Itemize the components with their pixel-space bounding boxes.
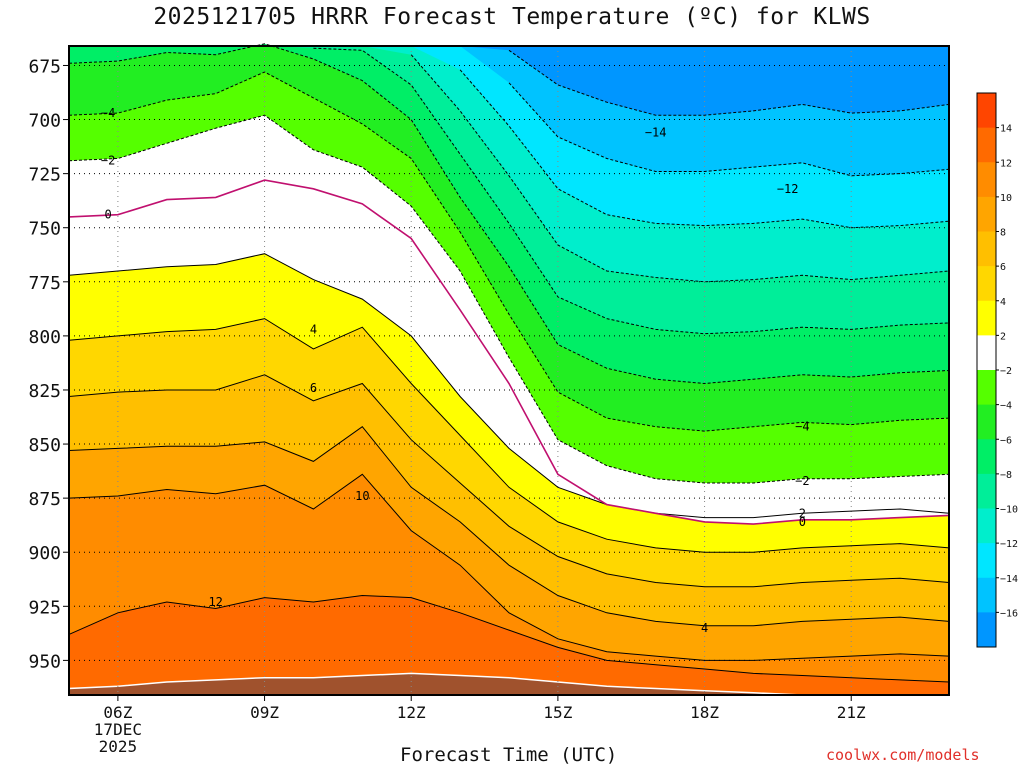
x-tick-label-15-0: 15Z xyxy=(543,703,572,722)
x-tick-label-18-0: 18Z xyxy=(690,703,719,722)
y-tick-label-925: 925 xyxy=(28,597,61,618)
colorbar: 14 12 10 8 6 4 2 −2 −4 −6 −8 −10 −12 −14 −16 xyxy=(976,92,1018,648)
colorbar-swatch-8 xyxy=(977,370,996,406)
y-tick-label-875: 875 xyxy=(28,489,61,510)
y-tick-label-825: 825 xyxy=(28,381,61,402)
contour-label-0: −14 xyxy=(645,126,667,140)
colorbar-swatch-12 xyxy=(977,508,996,544)
y-tick-label-750: 750 xyxy=(28,219,61,240)
axis-ticks-layer: 67570072575077580082585087590092595006Z1… xyxy=(28,56,866,756)
colorbar-swatch-4 xyxy=(977,231,996,267)
colorbar-swatch-13 xyxy=(977,543,996,579)
colorbar-label-5: 4 xyxy=(1000,297,1006,308)
colorbar-label-14: −16 xyxy=(1000,608,1018,619)
contour-label-9: −4 xyxy=(795,420,809,434)
contour-label-6: 6 xyxy=(310,381,317,395)
colorbar-swatch-3 xyxy=(977,196,996,232)
isotherm--10 xyxy=(410,54,950,283)
contour-label-5: 4 xyxy=(310,322,317,336)
y-tick-label-725: 725 xyxy=(28,165,61,186)
colorbar-label-12: −12 xyxy=(1000,539,1018,550)
isotherm--14 xyxy=(508,82,950,177)
y-tick-label-800: 800 xyxy=(28,327,61,348)
band-below--16 xyxy=(69,46,949,116)
contour-label-3: −2 xyxy=(101,154,115,168)
contour-label-11: 0 xyxy=(799,515,806,529)
contour-label-1: −12 xyxy=(777,182,799,196)
chart-title: 2025121705 HRRR Forecast Temperature (ºC… xyxy=(153,4,871,30)
colorbar-swatch-0 xyxy=(977,93,996,129)
isotherm--2 xyxy=(68,114,950,484)
colorbar-label-2: 10 xyxy=(1000,193,1012,204)
colorbar-label-6: 2 xyxy=(1000,331,1006,342)
colorbar-swatch-2 xyxy=(977,162,996,198)
contour-label-10: −2 xyxy=(795,474,809,488)
plot-frame xyxy=(68,45,950,696)
temperature-fill-layer xyxy=(69,43,949,695)
colorbar-swatch-10 xyxy=(977,439,996,475)
contour-label-4: 0 xyxy=(104,208,111,222)
colorbar-label-13: −14 xyxy=(1000,574,1018,585)
isotherm-6 xyxy=(68,374,950,588)
contour-label-2: −4 xyxy=(101,106,115,120)
x-tick-label-21-0: 21Z xyxy=(837,703,866,722)
x-tick-label-6-1: 17DEC xyxy=(94,720,142,739)
isotherm-10 xyxy=(68,473,950,661)
colorbar-swatch-11 xyxy=(977,473,996,509)
y-tick-label-775: 775 xyxy=(28,273,61,294)
credit-link[interactable]: coolwx.com/models xyxy=(826,746,980,764)
x-tick-label-6-2: 2025 xyxy=(99,737,138,756)
isotherm-0 xyxy=(68,179,950,525)
isotherm--12 xyxy=(459,69,950,229)
contour-label-7: 10 xyxy=(355,489,369,503)
isotherm--6 xyxy=(68,43,950,385)
isotherm-8 xyxy=(68,426,950,627)
contour-label-12: 2 xyxy=(799,506,806,520)
colorbar-label-8: −4 xyxy=(1000,401,1012,412)
colorbar-swatch-7 xyxy=(977,335,996,371)
contour-label-13: 4 xyxy=(701,621,708,635)
contour-label-8: 12 xyxy=(208,595,222,609)
x-tick-label-6-0: 06Z xyxy=(103,703,132,722)
colorbar-label-9: −6 xyxy=(1000,435,1012,446)
x-tick-label-9-0: 09Z xyxy=(250,703,279,722)
isotherm--4 xyxy=(68,71,950,432)
colorbar-label-10: −8 xyxy=(1000,470,1012,481)
colorbar-swatch-5 xyxy=(977,266,996,302)
y-tick-label-950: 950 xyxy=(28,651,61,672)
y-tick-label-675: 675 xyxy=(28,56,61,77)
colorbar-label-3: 8 xyxy=(1000,228,1006,239)
colorbar-swatch-15 xyxy=(977,612,996,648)
isotherm-4 xyxy=(68,318,950,553)
y-tick-label-900: 900 xyxy=(28,543,61,564)
colorbar-label-0: 14 xyxy=(1000,124,1012,135)
isotherm--16 xyxy=(508,49,950,116)
isotherm-layer xyxy=(68,43,950,683)
isotherm-2 xyxy=(68,253,950,519)
colorbar-label-11: −10 xyxy=(1000,505,1018,516)
colorbar-swatch-1 xyxy=(977,127,996,163)
isotherm-12 xyxy=(68,594,950,683)
colorbar-label-4: 6 xyxy=(1000,262,1006,273)
colorbar-swatch-14 xyxy=(977,577,996,613)
y-tick-label-700: 700 xyxy=(28,111,61,132)
colorbar-swatch-6 xyxy=(977,300,996,336)
y-tick-label-850: 850 xyxy=(28,435,61,456)
isotherm--8 xyxy=(313,47,950,335)
colorbar-label-7: −2 xyxy=(1000,366,1012,377)
x-tick-label-12-0: 12Z xyxy=(397,703,426,722)
colorbar-swatch-9 xyxy=(977,404,996,440)
x-axis-label: Forecast Time (UTC) xyxy=(400,744,618,766)
colorbar-label-1: 12 xyxy=(1000,158,1012,169)
